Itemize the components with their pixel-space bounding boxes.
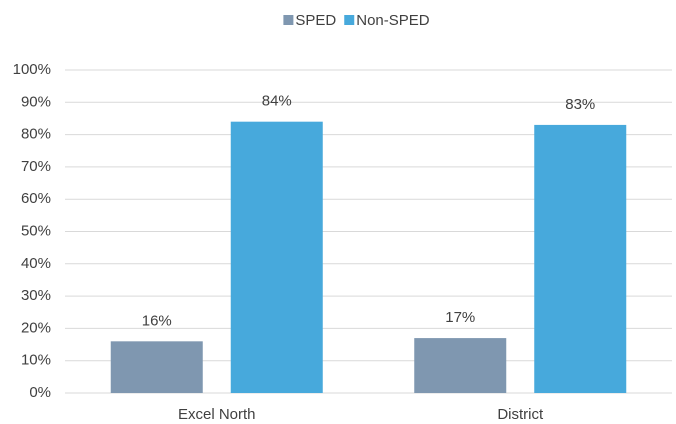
bar xyxy=(534,124,627,393)
y-tick-label: 90% xyxy=(21,93,51,110)
bar xyxy=(110,341,203,393)
legend-label: SPED xyxy=(295,12,336,29)
x-tick-label: District xyxy=(497,406,544,423)
y-tick-label: 70% xyxy=(21,158,51,175)
value-label: 16% xyxy=(142,312,172,329)
value-label: 17% xyxy=(445,309,475,326)
y-tick-label: 30% xyxy=(21,287,51,304)
y-tick-label: 50% xyxy=(21,222,51,239)
bar xyxy=(414,338,507,393)
y-tick-label: 100% xyxy=(13,61,51,78)
legend-swatch xyxy=(283,15,294,25)
value-label: 84% xyxy=(262,93,292,110)
legend-label: Non-SPED xyxy=(356,12,430,29)
y-tick-label: 60% xyxy=(21,190,51,207)
legend-swatch xyxy=(344,15,355,25)
x-tick-label: Excel North xyxy=(178,406,256,423)
value-label: 83% xyxy=(565,96,595,113)
bar xyxy=(230,121,323,394)
y-tick-label: 40% xyxy=(21,255,51,272)
y-tick-label: 0% xyxy=(29,384,51,401)
y-tick-label: 10% xyxy=(21,352,51,369)
y-tick-label: 20% xyxy=(21,319,51,336)
y-tick-label: 80% xyxy=(21,126,51,143)
